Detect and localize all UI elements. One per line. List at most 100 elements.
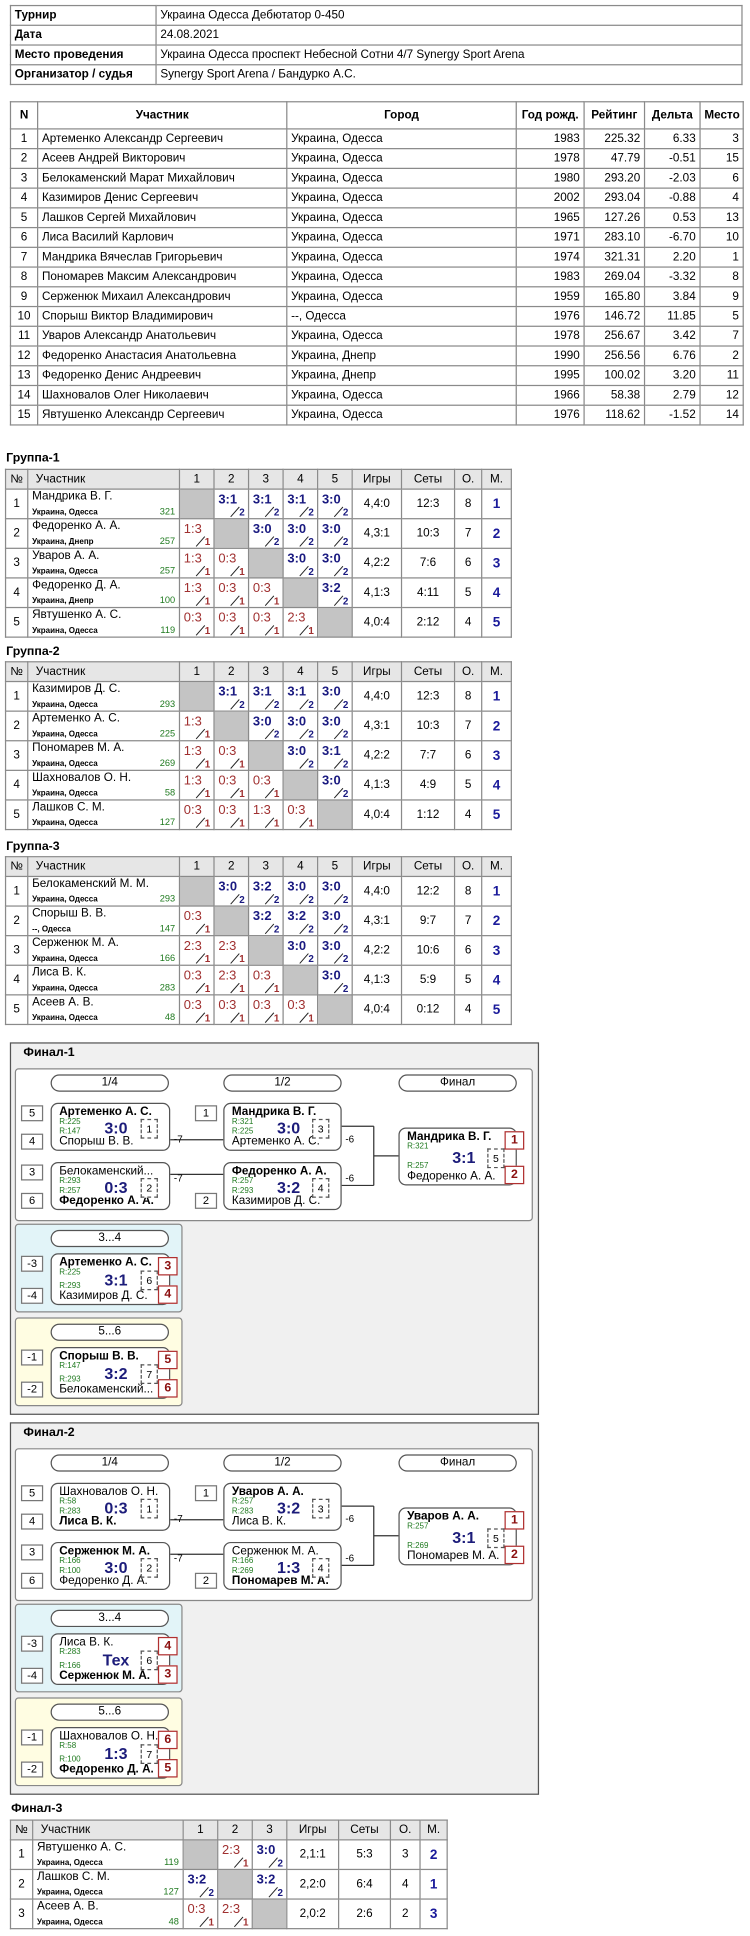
player-name: Федоренко А. А. (59, 1194, 154, 1208)
participant-city: Украина, Одесса (32, 626, 98, 636)
row-number: 3 (4, 740, 29, 771)
result-points: 2 (308, 699, 314, 711)
connectors (170, 1505, 399, 1566)
player-rating: R:257 (59, 1186, 81, 1196)
result-score: 0:3 (287, 997, 306, 1013)
player-cell: Украина, Одесса (286, 128, 517, 150)
result-points: 1 (204, 953, 211, 965)
result-score: 3:1 (321, 743, 341, 759)
player-rating: R:293 (59, 1375, 81, 1385)
row-number: 2 (4, 518, 29, 549)
points: 5 (453, 964, 483, 996)
player-row: 10 Спорыш Виктор Владимирович --, Одесса 19… (9, 305, 744, 327)
result-score: 3:1 (218, 492, 238, 507)
result-score: 0:3 (218, 551, 237, 567)
result: 3:0 2 (319, 966, 351, 995)
slash (333, 953, 344, 964)
slash (333, 565, 344, 577)
result-score: 2:3 (218, 938, 237, 954)
result-score: 3:2 (187, 1872, 207, 1888)
group-row: 1 Казимиров Д. С. Украина, Одесса 293 3:1 2 3:… (4, 680, 512, 712)
result: 3:0 2 (319, 490, 351, 517)
slash (264, 536, 275, 547)
participant: Казимиров Д. С. Украина, Одесса 293 (29, 682, 178, 710)
result-slash (230, 699, 240, 710)
participant-rating: 269 (159, 757, 176, 769)
games: 4,4:0 (351, 875, 403, 907)
result-score: 0:3 (252, 610, 271, 626)
result-cell: 1:3 1 (178, 547, 215, 579)
place: 5 (481, 606, 512, 638)
result-slash (195, 787, 206, 799)
sets: 6:4 (337, 1868, 392, 1900)
player-name: Артеменко А. С. (231, 1134, 320, 1149)
result-points: 2 (273, 894, 280, 906)
place: 3 (481, 935, 512, 966)
result-points: 2 (208, 1887, 214, 1899)
result-score: 0:3 (252, 581, 271, 596)
participant-cell: Федоренко А. А. Украина, Днепр 257 (27, 518, 181, 549)
result-cell: 3:2 2 (317, 577, 353, 609)
result-points: 2 (308, 923, 314, 936)
result-cell: 3:0 2 (282, 547, 319, 579)
participant-city: Украина, Одесса (32, 954, 98, 964)
row-number: 3 (4, 547, 29, 579)
participant-rating: 257 (159, 564, 176, 577)
player-name: Серженюк М. А. (59, 1544, 151, 1558)
row-number: 5 (4, 606, 29, 638)
final-place: 1 (504, 1131, 525, 1150)
match-box: Уваров А. А. R:257 Лиса В. К. R:283 3:2 3 (223, 1482, 342, 1531)
match-box: Мандрика В. Г. R:321 Артеменко А. С. R:225 3… (223, 1102, 342, 1151)
result-slash (268, 1857, 278, 1868)
participant-cell: Белокаменский М. М. Украина, Одесса 293 (27, 875, 181, 907)
result-points: 1 (204, 536, 211, 548)
participant-name: Федоренко Д. А. (32, 578, 121, 593)
player-cell: Уваров Александр Анатольевич (37, 325, 288, 347)
result-score: 3:0 (321, 968, 341, 984)
points: 6 (453, 740, 483, 771)
slash (230, 982, 240, 994)
player-cell: 256.56 (583, 345, 646, 367)
slash (299, 1012, 309, 1023)
slash (234, 1916, 244, 1928)
participant-name: Казимиров Д. С. (32, 682, 121, 696)
slash (299, 953, 309, 964)
result-cell: 3:1 2 (247, 680, 284, 712)
result-slash (195, 728, 206, 740)
place: 4 (481, 577, 512, 609)
result-cell: 3:1 2 (247, 488, 284, 520)
round-label: 5...6 (50, 1703, 169, 1721)
participant-name: Лашков С. М. (32, 800, 105, 815)
result-cell: 0:3 1 (213, 547, 250, 579)
result-cell: 3:0 2 (282, 935, 319, 966)
loser-next: -6 (345, 1513, 355, 1525)
slash (299, 536, 309, 547)
header-cell: 4 (282, 856, 319, 878)
player-cell: 1 (9, 128, 39, 150)
points: 4 (453, 994, 483, 1026)
player-cell: 2.79 (643, 384, 701, 406)
player-row: 6 Лиса Василий Карлович Украина, Одесса 197… (9, 226, 744, 248)
points: 6 (453, 935, 483, 966)
player-cell: Украина, Одесса (286, 226, 517, 248)
place: 1 (419, 1868, 448, 1900)
result-points: 1 (273, 788, 280, 800)
result-cell: 0:3 1 (282, 994, 319, 1026)
slash (264, 893, 275, 905)
header-cell: 1 (178, 661, 215, 683)
games: 2,0:2 (286, 1898, 340, 1930)
player-rating: R:257 (407, 1162, 429, 1171)
result: 0:3 1 (215, 609, 247, 636)
result-slash (333, 595, 344, 606)
player-rating: R:293 (59, 1281, 81, 1291)
participant-cell: Мандрика В. Г. Украина, Одесса 321 (27, 488, 181, 520)
player-name: Лиса В. К. (231, 1514, 287, 1529)
result: 3:0 2 (319, 520, 351, 547)
result-points: 2 (308, 894, 314, 906)
games: 4,0:4 (351, 799, 403, 831)
place: 1 (481, 875, 512, 907)
result-points: 2 (342, 983, 349, 995)
result: 3:0 2 (284, 742, 316, 769)
result-slash (264, 982, 275, 994)
games: 4,2:2 (351, 935, 403, 966)
